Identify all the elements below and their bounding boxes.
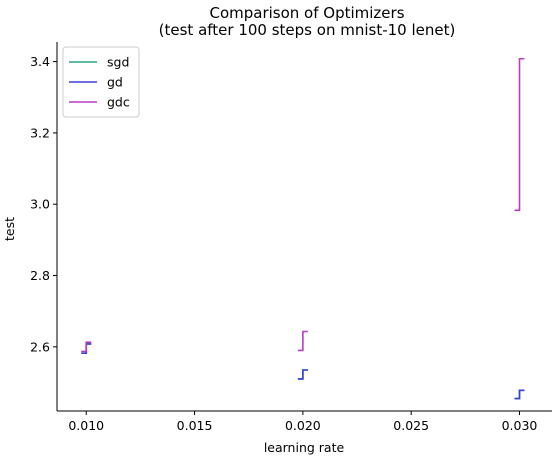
chart-subtitle: (test after 100 steps on mnist-10 lenet) [159,21,456,39]
x-tick-label: 0.025 [393,418,429,433]
y-tick-label: 3.4 [30,54,50,69]
series-gd-step [297,369,308,380]
legend-box [62,46,140,118]
x-tick-label: 0.030 [502,418,538,433]
y-tick-label: 2.8 [30,268,50,283]
legend-label-gdc: gdc [107,95,130,110]
x-ticks: 0.010 0.015 0.020 0.025 0.030 [68,411,537,433]
series-gd-step [514,389,525,400]
plot-area [81,57,525,400]
y-axis-label: test [2,217,17,241]
series-gdc-step [297,330,308,352]
series-gdc-step [514,57,525,212]
chart-title: Comparison of Optimizers [209,4,404,22]
y-tick-label: 3.0 [30,197,50,212]
x-tick-label: 0.020 [285,418,321,433]
x-tick-label: 0.015 [177,418,213,433]
x-axis-label: learning rate [264,440,345,455]
y-tick-label: 2.6 [30,339,50,354]
y-tick-label: 3.2 [30,125,50,140]
legend: sgd gd gdc [62,46,140,118]
legend-label-sgd: sgd [107,55,129,70]
series-gdc-step [81,341,92,353]
y-ticks: 2.6 2.8 3.0 3.2 3.4 [30,54,57,354]
x-tick-label: 0.010 [68,418,104,433]
legend-label-gd: gd [107,75,123,90]
